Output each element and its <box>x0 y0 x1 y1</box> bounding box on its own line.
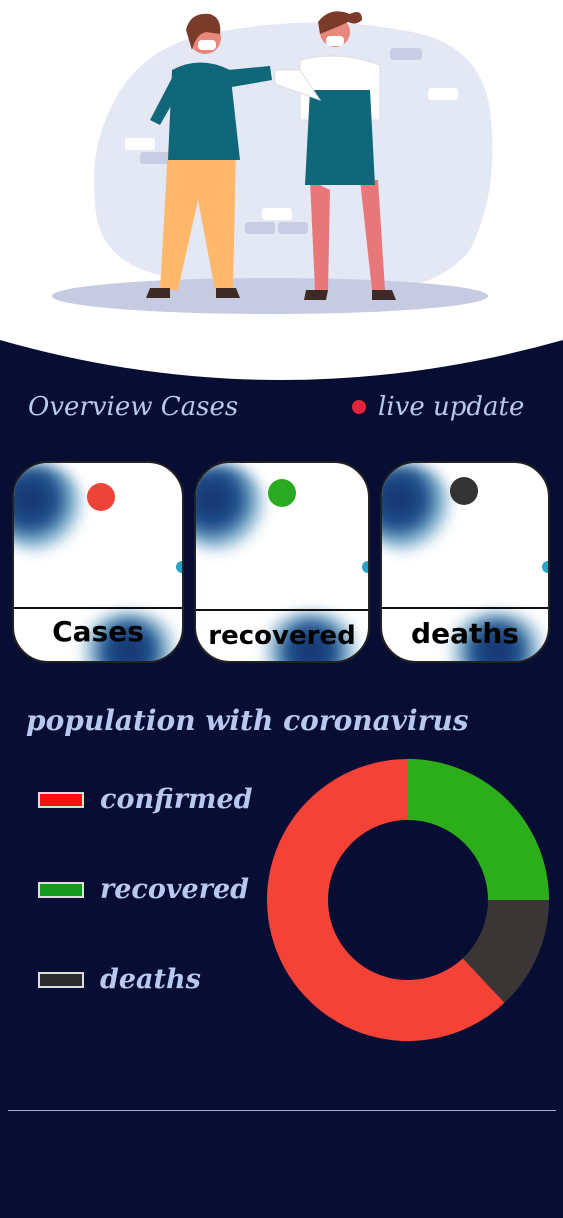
live-update-label: live update <box>378 392 525 422</box>
donut-slice-deaths <box>462 900 549 1003</box>
recovered-dot-icon <box>268 479 296 507</box>
person-right <box>274 11 396 300</box>
person-left <box>146 13 272 298</box>
recovered-card-label: recovered <box>208 621 356 651</box>
cases-dot-icon <box>87 483 115 511</box>
legend-deaths: deaths <box>38 964 201 995</box>
live-dot-icon <box>352 400 366 414</box>
deaths-card-label: deaths <box>411 617 519 650</box>
legend-confirmed-label: confirmed <box>100 784 253 815</box>
legend-deaths-label: deaths <box>100 964 201 995</box>
legend-confirmed-swatch <box>38 791 84 808</box>
cases-card-label: Cases <box>52 615 144 648</box>
donut-slice-confirmed <box>267 759 505 1041</box>
hero-illustration <box>0 0 563 390</box>
legend-recovered-swatch <box>38 881 84 898</box>
overview-title: Overview Cases <box>28 392 239 422</box>
legend-confirmed: confirmed <box>38 784 253 815</box>
deaths-card[interactable]: deaths <box>380 461 550 663</box>
deaths-dot-icon <box>450 477 478 505</box>
live-update-indicator[interactable]: live update <box>352 392 524 422</box>
bottom-divider <box>8 1110 556 1111</box>
donut-slice-recovered <box>408 759 549 900</box>
population-title: population with coronavirus <box>26 704 469 737</box>
recovered-card[interactable]: recovered <box>194 461 370 663</box>
legend-deaths-swatch <box>38 971 84 988</box>
legend-recovered-label: recovered <box>100 874 250 905</box>
legend-recovered: recovered <box>38 874 249 905</box>
cases-card[interactable]: Cases <box>12 461 184 663</box>
